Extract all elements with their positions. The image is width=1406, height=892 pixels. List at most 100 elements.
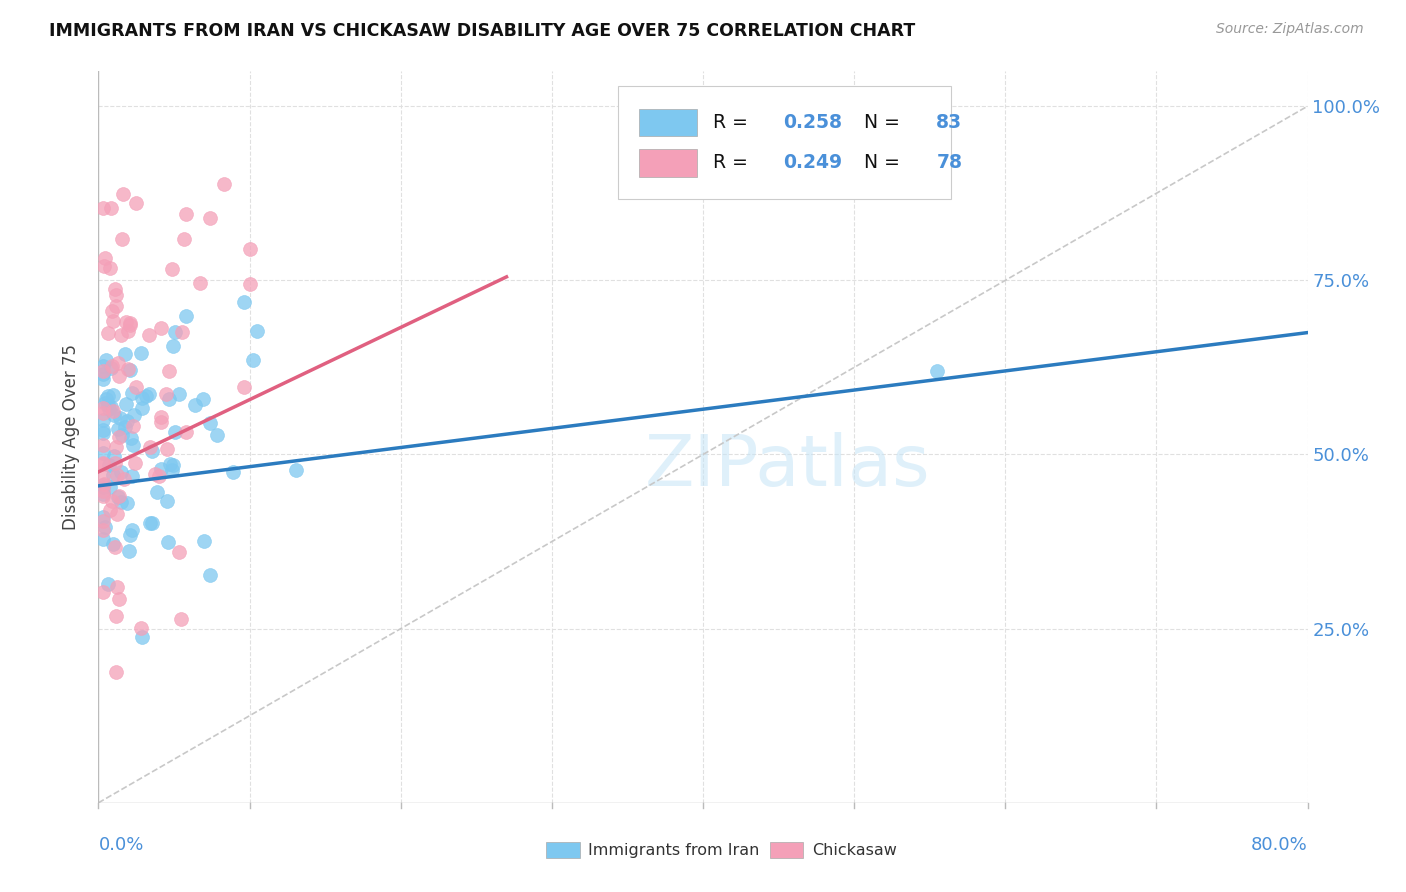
Point xyxy=(233,295,256,310)
Text: R =: R = xyxy=(713,113,754,132)
Point xyxy=(246,324,269,338)
Point xyxy=(103,404,125,418)
Text: 0.0%: 0.0% xyxy=(98,836,143,854)
Point xyxy=(155,387,177,401)
Point xyxy=(159,392,181,406)
Point xyxy=(110,495,132,509)
Point xyxy=(110,327,132,342)
Point xyxy=(927,364,949,378)
Point xyxy=(143,467,166,482)
Point xyxy=(108,592,131,607)
Y-axis label: Disability Age Over 75: Disability Age Over 75 xyxy=(62,344,80,530)
Point xyxy=(173,232,195,246)
Point xyxy=(138,386,160,401)
Point xyxy=(117,495,139,509)
Point xyxy=(91,468,114,483)
Point xyxy=(91,372,114,386)
Point xyxy=(131,401,153,416)
Point xyxy=(101,359,124,373)
Point xyxy=(176,309,198,323)
FancyBboxPatch shape xyxy=(638,149,697,177)
Point xyxy=(150,409,173,424)
Point xyxy=(114,346,136,360)
Text: ZIPatlas: ZIPatlas xyxy=(645,432,931,500)
Point xyxy=(94,392,117,406)
Point xyxy=(91,456,114,470)
Point xyxy=(122,408,145,422)
Point xyxy=(91,510,114,524)
Point xyxy=(103,449,125,463)
Point xyxy=(91,413,114,427)
Point xyxy=(139,516,162,530)
Point xyxy=(105,440,128,454)
Point xyxy=(91,457,114,471)
Point xyxy=(98,260,121,275)
Point xyxy=(101,388,124,402)
Point xyxy=(114,420,136,434)
Point xyxy=(97,389,120,403)
Point xyxy=(120,318,142,333)
Point xyxy=(121,438,143,452)
FancyBboxPatch shape xyxy=(619,86,950,200)
Point xyxy=(157,364,180,378)
Point xyxy=(131,630,153,644)
Text: Chickasaw: Chickasaw xyxy=(811,843,897,858)
Point xyxy=(124,456,146,470)
Point xyxy=(107,422,129,436)
Point xyxy=(100,303,122,318)
Point xyxy=(131,391,153,405)
Point xyxy=(91,478,114,492)
Point xyxy=(129,621,152,635)
Text: 0.249: 0.249 xyxy=(783,153,842,172)
Point xyxy=(91,532,114,546)
Text: N =: N = xyxy=(852,153,905,172)
Point xyxy=(97,401,120,416)
Point xyxy=(157,534,180,549)
Point xyxy=(141,444,163,458)
Point xyxy=(91,359,114,373)
Point xyxy=(191,392,214,406)
Point xyxy=(138,440,160,454)
Point xyxy=(91,363,114,377)
Point xyxy=(184,398,207,412)
Point xyxy=(96,352,118,367)
Point xyxy=(115,414,138,428)
Text: R =: R = xyxy=(713,153,754,172)
Text: 0.258: 0.258 xyxy=(783,113,842,132)
Point xyxy=(98,503,121,517)
Point xyxy=(155,442,177,456)
Point xyxy=(125,195,148,210)
Point xyxy=(205,428,228,442)
Point xyxy=(239,277,262,292)
Point xyxy=(91,523,114,537)
Point xyxy=(101,493,124,508)
Point xyxy=(97,326,120,340)
Point xyxy=(91,514,114,528)
Point xyxy=(156,493,179,508)
Point xyxy=(104,456,127,470)
Point xyxy=(100,401,122,415)
Point xyxy=(221,466,243,480)
Point xyxy=(91,367,114,381)
Point xyxy=(94,396,117,410)
Point xyxy=(172,325,194,339)
Point xyxy=(242,353,264,368)
Point xyxy=(97,577,120,591)
Point xyxy=(108,411,131,425)
Point xyxy=(98,480,121,494)
Point xyxy=(103,467,125,482)
Text: N =: N = xyxy=(852,113,905,132)
Point xyxy=(162,463,184,477)
Point xyxy=(170,612,193,626)
Point xyxy=(91,406,114,420)
Point xyxy=(200,568,222,582)
Point xyxy=(167,386,190,401)
Point xyxy=(91,487,114,501)
Point xyxy=(162,339,184,353)
Point xyxy=(91,584,114,599)
Point xyxy=(110,465,132,479)
Point xyxy=(100,361,122,376)
Text: 80.0%: 80.0% xyxy=(1251,836,1308,854)
Point xyxy=(114,397,136,411)
Point xyxy=(104,540,127,554)
